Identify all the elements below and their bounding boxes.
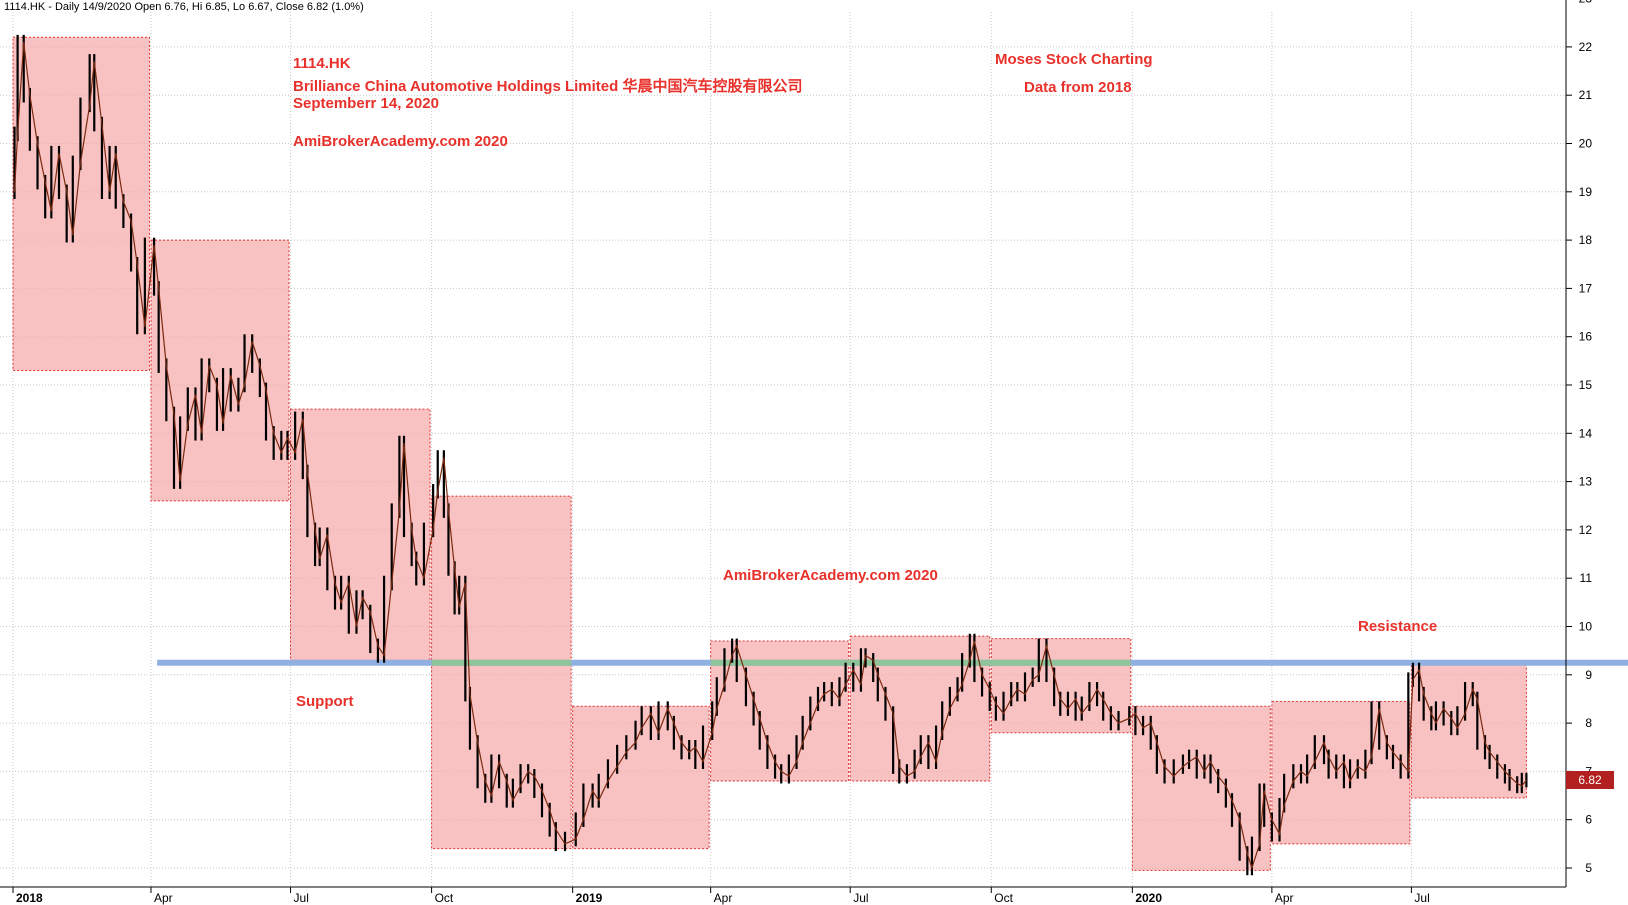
y-tick-label: 22 [1579, 40, 1593, 54]
quarter-range-box [990, 638, 1132, 734]
x-tick-label: 2018 [16, 891, 43, 905]
quarter-range-box [1271, 700, 1411, 845]
y-tick-label: 23 [1579, 0, 1593, 6]
y-tick-label: 14 [1579, 426, 1593, 440]
y-tick-label: 13 [1579, 475, 1593, 489]
date-label: Septemberr 14, 2020 [293, 95, 439, 112]
resistance-label: Resistance [1358, 618, 1438, 635]
quarter-range-box [12, 36, 150, 372]
x-tick-label: Apr [1275, 891, 1294, 905]
moses-label: Moses Stock Charting [995, 51, 1153, 68]
x-tick-label: Oct [994, 891, 1013, 905]
watermark-label-2: AmiBrokerAcademy.com 2020 [723, 567, 938, 584]
axes: 5678910111213141516171819202122232018Apr… [0, 0, 1592, 905]
price-series [13, 34, 1528, 876]
price-line [13, 42, 1527, 870]
last-price-badge: 6.82 [1566, 771, 1614, 789]
y-tick-label: 21 [1579, 88, 1593, 102]
watermark-label: AmiBrokerAcademy.com 2020 [293, 133, 508, 150]
y-tick-label: 8 [1585, 716, 1592, 730]
y-tick-label: 5 [1585, 861, 1592, 875]
x-tick-label: Jul [1414, 891, 1429, 905]
x-tick-label: 2020 [1135, 891, 1162, 905]
quarter-range-box [1131, 705, 1271, 871]
chart-header: 1114.HK - Daily 14/9/2020 Open 6.76, Hi … [4, 1, 364, 13]
y-tick-label: 18 [1579, 233, 1593, 247]
y-tick-label: 20 [1579, 137, 1593, 151]
y-tick-label: 11 [1580, 571, 1593, 585]
data-from-label: Data from 2018 [1024, 79, 1132, 96]
ticker-label: 1114.HK [293, 55, 351, 72]
quarter-range-box [150, 239, 290, 502]
y-tick-label: 6 [1585, 813, 1592, 827]
y-tick-label: 9 [1585, 668, 1592, 682]
y-tick-label: 12 [1579, 523, 1593, 537]
support-label: Support [296, 693, 354, 710]
x-tick-label: Jul [294, 891, 309, 905]
company-label: Brilliance China Automotive Holdings Lim… [293, 78, 803, 95]
x-tick-label: Apr [714, 891, 733, 905]
y-tick-label: 19 [1579, 185, 1593, 199]
y-tick-label: 10 [1579, 620, 1593, 634]
quarter-range-box [290, 408, 431, 661]
x-tick-label: Apr [154, 891, 173, 905]
y-tick-label: 16 [1579, 330, 1593, 344]
y-tick-label: 15 [1579, 378, 1593, 392]
quarter-range-box [431, 495, 572, 850]
x-tick-label: 2019 [576, 891, 603, 905]
y-tick-label: 17 [1579, 281, 1593, 295]
x-tick-label: Oct [435, 891, 454, 905]
x-tick-label: Jul [853, 891, 868, 905]
quarter-range-boxes [12, 36, 1527, 871]
